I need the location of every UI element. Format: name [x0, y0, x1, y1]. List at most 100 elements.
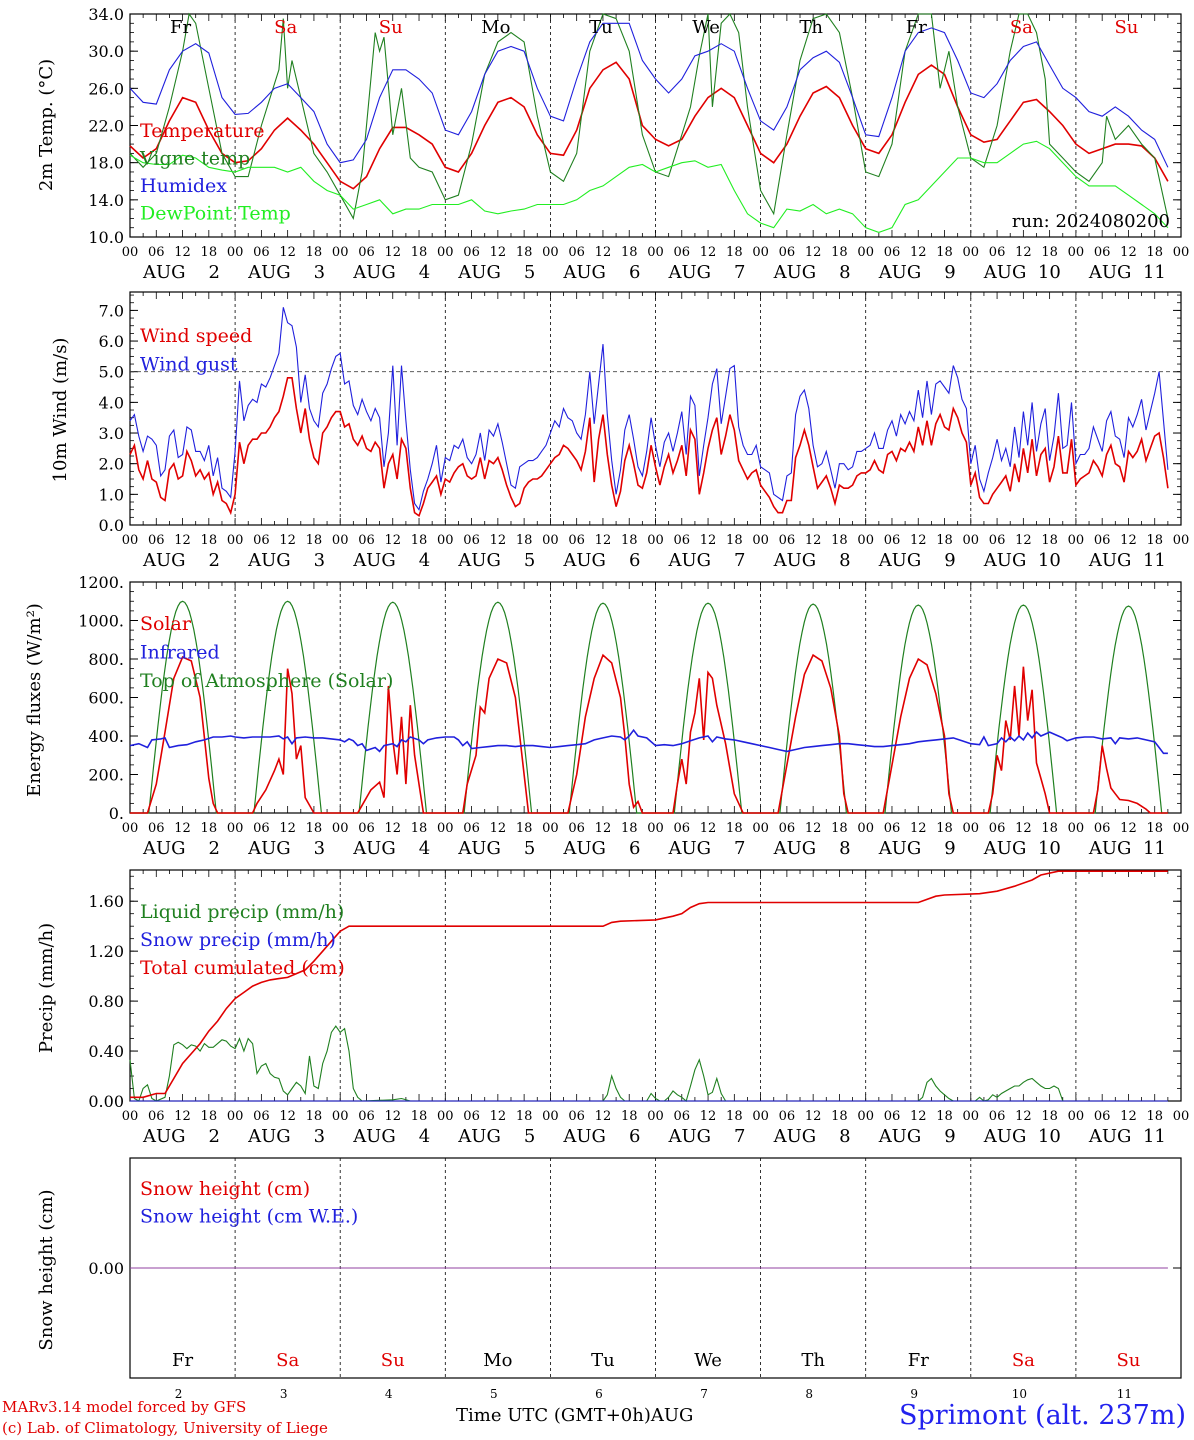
x-hour-tick-label: 00	[437, 821, 454, 836]
x-hour-tick-label: 00	[542, 1109, 559, 1124]
x-hour-tick-label: 00	[332, 821, 349, 836]
x-hour-tick-label: 18	[1146, 533, 1163, 548]
y-tick-label: 3.0	[99, 424, 124, 443]
x-hour-tick-label: 12	[1120, 821, 1137, 836]
x-hour-tick-label: 00	[1068, 821, 1085, 836]
y-tick-label: 0.40	[88, 1042, 124, 1061]
x-hour-tick-label: 06	[779, 533, 796, 548]
x-hour-tick-label: 00	[437, 533, 454, 548]
x-date-label: 4	[419, 262, 430, 283]
x-hour-tick-label: 18	[831, 533, 848, 548]
x-hour-tick-label: 06	[358, 533, 375, 548]
series-line-infrared	[129, 728, 1168, 755]
legend-label: Vigne temp	[139, 148, 250, 170]
x-date-label: 11	[1143, 262, 1166, 283]
y-tick-label: 18.0	[88, 154, 124, 173]
x-hour-tick-label: 18	[306, 821, 323, 836]
x-date-label: 6	[629, 838, 640, 859]
x-hour-tick-label: 12	[279, 533, 296, 548]
x-hour-tick-label: 12	[1015, 245, 1032, 260]
y-tick-label: 800.	[88, 650, 124, 669]
x-hour-tick-label: 00	[542, 245, 559, 260]
series-line-total-cumulated-cm	[130, 870, 1168, 1099]
x-hour-tick-label: 12	[174, 821, 191, 836]
x-hour-tick-label: 06	[253, 1109, 270, 1124]
x-hour-tick-label: 00	[437, 245, 454, 260]
x-hour-tick-label: 12	[595, 821, 612, 836]
x-hour-tick-label: 00	[1173, 245, 1190, 260]
y-tick-label: 10.0	[88, 228, 124, 247]
x-month-label: AUG	[352, 1126, 396, 1147]
x-hour-tick-label: 18	[306, 1109, 323, 1124]
x-hour-tick-label: 06	[779, 1109, 796, 1124]
x-month-label: AUG	[668, 1126, 712, 1147]
x-hour-tick-label: 12	[805, 533, 822, 548]
x-hour-tick-label: 00	[752, 1109, 769, 1124]
x-date-label: 8	[839, 1126, 850, 1147]
series-line-humidex	[129, 22, 1169, 168]
x-month-label: AUG	[142, 550, 186, 571]
top-day-of-week-label: Mo	[481, 17, 510, 38]
top-day-of-week-label: Su	[1114, 17, 1138, 38]
x-date-label: 6	[629, 550, 640, 571]
x-date-label: 8	[839, 262, 850, 283]
x-hour-tick-label: 06	[358, 1109, 375, 1124]
x-hour-tick-label: 18	[621, 821, 638, 836]
legend-label: Humidex	[140, 175, 227, 197]
y-tick-label: 600.	[88, 689, 124, 708]
x-hour-tick-label: 00	[857, 821, 874, 836]
x-month-label: AUG	[457, 550, 501, 571]
bottom-day-of-week-label: Tu	[591, 1350, 615, 1371]
bottom-day-of-week-label: We	[694, 1350, 722, 1371]
x-hour-tick-label: 12	[700, 245, 717, 260]
x-date-label: 6	[629, 1126, 640, 1147]
x-hour-tick-label: 00	[227, 821, 244, 836]
x-hour-tick-label: 12	[384, 1109, 401, 1124]
run-label: run: 2024080200	[1012, 211, 1170, 232]
x-hour-tick-label: 06	[358, 821, 375, 836]
x-date-label: 10	[1038, 550, 1061, 571]
x-hour-tick-label: 06	[674, 821, 691, 836]
x-hour-tick-label: 00	[227, 533, 244, 548]
x-date-label: 7	[734, 550, 745, 571]
x-hour-tick-label: 06	[253, 821, 270, 836]
top-day-of-week-label: Tu	[589, 17, 613, 38]
legend-label: Liquid precip (mm/h)	[140, 901, 344, 923]
series-line-liquid-precip-mm-h	[129, 1025, 1168, 1102]
x-hour-tick-label: 18	[1041, 821, 1058, 836]
x-hour-tick-label: 18	[201, 245, 218, 260]
x-hour-tick-label: 00	[647, 245, 664, 260]
bottom-date-label: 3	[280, 1387, 288, 1401]
x-hour-tick-label: 00	[437, 1109, 454, 1124]
bottom-day-of-week-label: Mo	[483, 1350, 512, 1371]
y-tick-label: 0.00	[88, 1259, 124, 1278]
x-hour-tick-label: 12	[910, 1109, 927, 1124]
x-hour-tick-label: 06	[148, 533, 165, 548]
x-hour-tick-label: 06	[463, 533, 480, 548]
x-hour-tick-label: 06	[253, 533, 270, 548]
x-hour-tick-label: 18	[726, 1109, 743, 1124]
x-month-label: AUG	[457, 262, 501, 283]
top-day-of-week-label: Sa	[274, 17, 297, 38]
x-hour-tick-label: 06	[568, 821, 585, 836]
x-hour-tick-label: 18	[516, 1109, 533, 1124]
x-month-label: AUG	[1088, 838, 1132, 859]
x-hour-tick-label: 00	[122, 245, 139, 260]
x-hour-tick-label: 12	[1120, 245, 1137, 260]
x-hour-tick-label: 18	[621, 245, 638, 260]
x-month-label: AUG	[773, 262, 817, 283]
y-tick-label: 22.0	[88, 117, 124, 136]
bottom-day-of-week-label: Fr	[908, 1350, 929, 1371]
series-line-solar	[130, 653, 1168, 814]
x-hour-tick-label: 06	[989, 245, 1006, 260]
x-date-label: 8	[839, 550, 850, 571]
x-month-label: AUG	[668, 262, 712, 283]
x-hour-tick-label: 12	[700, 533, 717, 548]
x-hour-tick-label: 06	[674, 1109, 691, 1124]
x-date-label: 4	[419, 838, 430, 859]
x-hour-tick-label: 00	[963, 245, 980, 260]
top-day-of-week-label: Sa	[1010, 17, 1033, 38]
x-hour-tick-label: 00	[1068, 1109, 1085, 1124]
y-tick-label: 0.80	[88, 992, 124, 1011]
x-hour-tick-label: 06	[1094, 533, 1111, 548]
